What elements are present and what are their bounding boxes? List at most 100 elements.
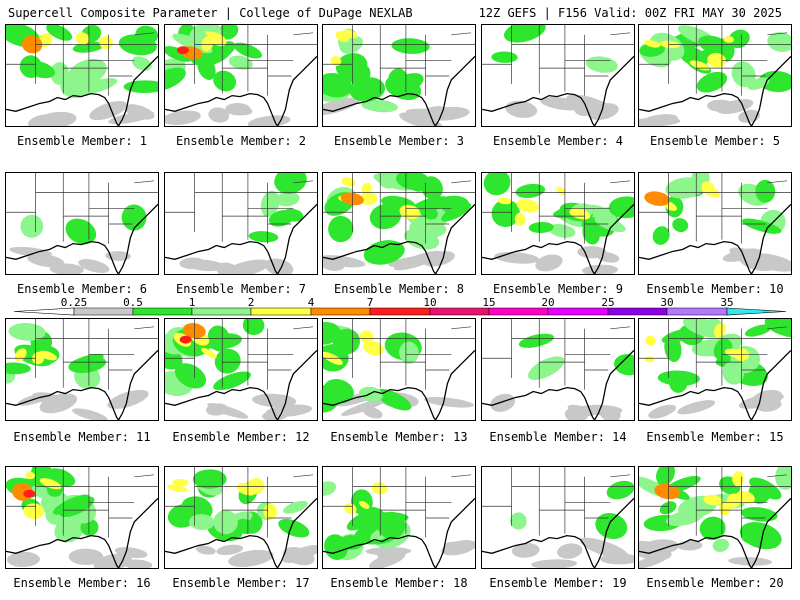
scp-shading [483,173,634,274]
ensemble-map-panel [164,466,318,569]
panel-label: Ensemble Member: 20 [646,576,784,590]
ensemble-map-panel [481,466,635,569]
state-boundary [293,32,314,36]
ensemble-map-panel [322,172,476,275]
coastline [323,386,437,420]
state-boundary [451,180,472,184]
state-boundary [767,180,788,184]
coastline [323,92,437,126]
legend-tick-label: 7 [367,296,374,309]
legend-tick-label: 0.25 [61,296,88,309]
coastline [117,55,158,126]
legend-color-bin [547,307,609,316]
legend-color-bin [369,307,431,316]
ensemble-map-panel [481,172,635,275]
scp-shading [490,333,634,420]
coastline [482,240,596,274]
scp-shading [165,25,291,126]
panel-label: Ensemble Member: 17 [172,576,310,590]
coastline [593,349,634,420]
ensemble-map-panel [322,466,476,569]
legend-under-arrow [13,307,75,316]
coastline [434,497,475,568]
legend-color-bin [488,307,549,316]
panel-label: Ensemble Member: 10 [646,282,784,296]
state-boundary [134,326,155,330]
coastline [6,92,120,126]
coastline [276,55,317,126]
state-boundary [610,474,631,478]
coastline [165,92,279,126]
coastline [593,203,634,274]
panel-label: Ensemble Member: 3 [333,134,465,148]
panel-label: Ensemble Member: 18 [330,576,468,590]
legend-over-arrow [726,307,787,316]
state-boundary [134,474,155,478]
panel-label: Ensemble Member: 16 [13,576,151,590]
coastline [276,497,317,568]
scp-shading [323,173,472,271]
coastline [165,386,279,420]
legend-color-bin [191,307,252,316]
coastline [593,497,634,568]
scp-shading [6,467,153,568]
panel-label: Ensemble Member: 12 [172,430,310,444]
ensemble-map-panel [164,318,318,421]
figure-title: Supercell Composite Parameter | College … [8,6,413,20]
state-boundary [451,474,472,478]
scp-shading [639,25,791,126]
scp-shading [491,25,619,120]
coastline [482,534,596,568]
scp-shading [644,319,791,419]
panel-label: Ensemble Member: 9 [492,282,624,296]
panel-label: Ensemble Member: 6 [16,282,148,296]
coastline [434,349,475,420]
panel-label: Ensemble Member: 15 [646,430,784,444]
color-scale-legend: 0.25 0.5 1 2 4 7 10 15 20 25 30 35 [13,296,787,316]
legend-color-bin [132,307,193,316]
legend-tick-label: 2 [248,296,255,309]
legend-tick-label: 20 [541,296,554,309]
legend-tick-label: 1 [189,296,196,309]
state-boundary [134,32,155,36]
ensemble-map-panel [322,318,476,421]
state-boundary [610,180,631,184]
coastline [6,534,120,568]
coastline [750,55,791,126]
panel-label: Ensemble Member: 7 [175,282,307,296]
coastline [750,349,791,420]
scp-shading [323,481,475,568]
state-boundary [451,326,472,330]
legend-tick-label: 10 [423,296,436,309]
legend-tick-label: 35 [720,296,733,309]
ensemble-map-panel [638,24,792,127]
coastline [482,92,596,126]
coastline [117,203,158,274]
scp-shading [179,173,307,274]
coastline [117,497,158,568]
panel-label: Ensemble Member: 11 [13,430,151,444]
coastline [117,349,158,420]
coastline [750,497,791,568]
state-boundary [451,32,472,36]
state-boundary [767,32,788,36]
panel-label: Ensemble Member: 13 [330,430,468,444]
scp-shading [9,204,147,274]
ensemble-map-panel [638,466,792,569]
ensemble-map-panel [5,172,159,275]
legend-tick-label: 0.5 [123,296,143,309]
legend-tick-label: 25 [601,296,614,309]
state-boundary [293,326,314,330]
state-boundary [767,326,788,330]
panel-label: Ensemble Member: 14 [489,430,627,444]
legend-tick-label: 30 [660,296,673,309]
coastline [165,534,279,568]
coastline [639,240,753,274]
state-boundary [610,326,631,330]
ensemble-map-panel [164,24,318,127]
coastline [593,55,634,126]
scp-shading [323,28,470,126]
legend-color-bin [250,307,312,316]
scp-shading [167,469,317,567]
